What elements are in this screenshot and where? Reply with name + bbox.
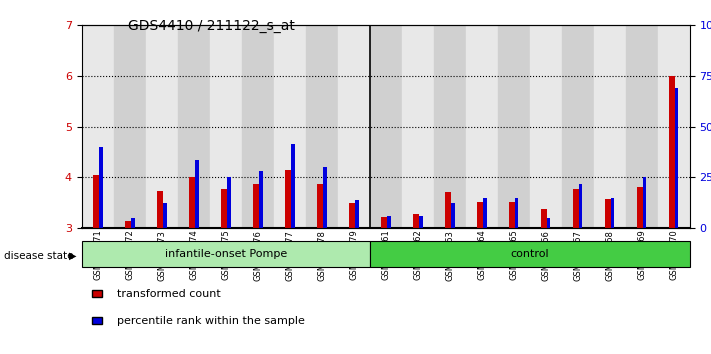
Bar bbox=[114, 25, 146, 228]
Bar bbox=[579, 184, 582, 228]
Bar bbox=[445, 192, 451, 228]
Bar bbox=[355, 200, 358, 228]
Bar bbox=[509, 202, 515, 228]
Bar bbox=[387, 216, 390, 228]
Bar bbox=[291, 144, 294, 228]
Bar bbox=[163, 203, 166, 228]
Bar bbox=[402, 25, 434, 228]
Bar bbox=[658, 25, 690, 228]
Bar bbox=[547, 218, 550, 228]
Bar bbox=[189, 177, 195, 228]
FancyBboxPatch shape bbox=[370, 241, 690, 267]
Text: infantile-onset Pompe: infantile-onset Pompe bbox=[165, 249, 287, 259]
Bar bbox=[125, 221, 131, 228]
Bar bbox=[338, 25, 370, 228]
Bar bbox=[349, 203, 355, 228]
Bar bbox=[419, 216, 422, 228]
Bar bbox=[99, 147, 102, 228]
Bar bbox=[451, 203, 454, 228]
Text: ▶: ▶ bbox=[69, 251, 77, 261]
Bar bbox=[242, 25, 274, 228]
Bar bbox=[626, 25, 658, 228]
Bar bbox=[483, 198, 486, 228]
Bar bbox=[381, 217, 387, 228]
Bar bbox=[611, 198, 614, 228]
Bar bbox=[434, 25, 466, 228]
Text: disease state: disease state bbox=[4, 251, 73, 261]
Bar bbox=[323, 167, 326, 228]
Bar bbox=[477, 202, 483, 228]
Bar bbox=[541, 209, 547, 228]
Bar bbox=[93, 175, 99, 228]
FancyBboxPatch shape bbox=[82, 241, 370, 267]
Bar bbox=[605, 199, 611, 228]
Bar bbox=[195, 160, 198, 228]
Text: percentile rank within the sample: percentile rank within the sample bbox=[117, 316, 305, 326]
Bar bbox=[227, 177, 230, 228]
Bar bbox=[498, 25, 530, 228]
Bar bbox=[669, 76, 675, 228]
Bar bbox=[146, 25, 178, 228]
Bar bbox=[253, 184, 259, 228]
Bar bbox=[157, 191, 163, 228]
Bar bbox=[594, 25, 626, 228]
Bar bbox=[643, 177, 646, 228]
Bar bbox=[178, 25, 210, 228]
Bar bbox=[317, 184, 323, 228]
Bar bbox=[306, 25, 338, 228]
Text: control: control bbox=[510, 249, 549, 259]
Bar bbox=[562, 25, 594, 228]
Bar bbox=[82, 25, 114, 228]
Bar bbox=[221, 189, 227, 228]
Bar bbox=[370, 25, 402, 228]
Text: transformed count: transformed count bbox=[117, 289, 221, 299]
Bar bbox=[285, 170, 291, 228]
Bar bbox=[675, 88, 678, 228]
Bar bbox=[530, 25, 562, 228]
Bar bbox=[466, 25, 498, 228]
Bar bbox=[413, 214, 419, 228]
Bar bbox=[515, 198, 518, 228]
Bar bbox=[637, 187, 643, 228]
Bar bbox=[259, 171, 262, 228]
Bar bbox=[573, 189, 579, 228]
Bar bbox=[274, 25, 306, 228]
Text: GDS4410 / 211122_s_at: GDS4410 / 211122_s_at bbox=[128, 19, 295, 34]
Bar bbox=[210, 25, 242, 228]
Bar bbox=[131, 218, 134, 228]
